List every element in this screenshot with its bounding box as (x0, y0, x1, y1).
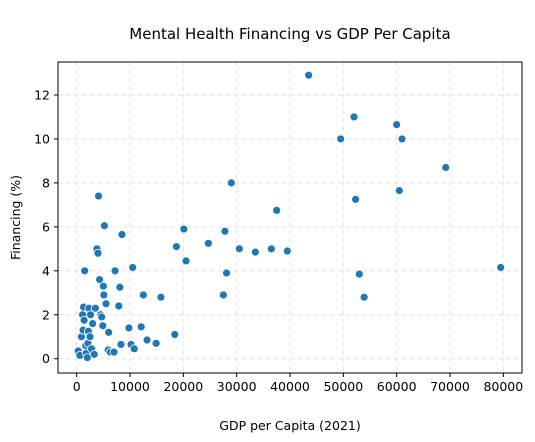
data-point (97, 312, 107, 322)
data-point (128, 263, 138, 272)
y-tick-label: 10 (34, 131, 50, 146)
data-point (109, 347, 119, 357)
data-points (73, 70, 506, 363)
x-axis-label: GDP per Capita (2021) (219, 418, 360, 433)
data-point (170, 330, 180, 339)
data-point (351, 194, 361, 204)
data-point (117, 230, 127, 239)
y-tick-label: 12 (34, 87, 50, 102)
data-point (282, 246, 292, 256)
data-point (234, 244, 244, 254)
data-point (79, 315, 89, 325)
data-point (151, 338, 161, 348)
data-point (93, 248, 103, 258)
data-point (138, 290, 148, 300)
y-axis-label: Financing (%) (8, 175, 23, 260)
data-point (80, 266, 90, 276)
data-point (88, 319, 98, 328)
data-point (156, 292, 166, 302)
data-point (179, 224, 189, 234)
data-point (349, 112, 359, 122)
data-point (101, 299, 111, 309)
data-point (98, 281, 108, 291)
data-point (104, 327, 114, 337)
data-point (266, 244, 276, 254)
data-point (110, 266, 120, 276)
data-point (129, 344, 139, 354)
data-point (85, 332, 95, 342)
data-point (397, 134, 407, 144)
data-point (115, 282, 125, 292)
data-point (181, 256, 191, 266)
y-axis-ticks: 0 2 4 6 8 10 12 (34, 87, 58, 366)
x-tick-label: 70000 (430, 379, 470, 394)
data-point (304, 70, 314, 80)
x-tick-label: 30000 (217, 379, 257, 394)
data-point (222, 268, 231, 278)
y-tick-label: 8 (42, 175, 50, 190)
y-tick-label: 4 (42, 263, 50, 278)
x-tick-label: 0 (73, 379, 81, 394)
data-point (354, 269, 364, 279)
data-point (272, 205, 282, 215)
data-point (171, 242, 181, 252)
data-point (441, 163, 451, 172)
data-point (250, 247, 260, 257)
data-point (394, 186, 404, 195)
data-point (336, 134, 346, 144)
x-tick-label: 40000 (270, 379, 310, 394)
y-tick-label: 2 (42, 307, 50, 322)
grid-lines (58, 62, 522, 373)
data-point (203, 238, 213, 248)
data-point (359, 292, 369, 302)
data-point (124, 323, 134, 333)
x-tick-label: 50000 (323, 379, 363, 394)
x-tick-label: 60000 (377, 379, 417, 394)
x-tick-label: 80000 (483, 379, 523, 394)
data-point (220, 226, 230, 236)
data-point (99, 290, 109, 300)
data-point (114, 301, 124, 311)
x-tick-label: 20000 (163, 379, 203, 394)
data-point (100, 221, 109, 231)
x-axis-ticks: 0 10000 20000 30000 40000 50000 60000 70000 8000… (73, 373, 523, 394)
data-point (116, 340, 126, 349)
data-point (496, 263, 506, 272)
data-point (86, 310, 95, 320)
data-point (89, 349, 99, 359)
y-tick-label: 6 (42, 219, 50, 234)
data-point (218, 290, 228, 300)
data-point (226, 178, 236, 188)
y-tick-label: 0 (42, 351, 50, 366)
data-point (392, 120, 402, 130)
chart-title: Mental Health Financing vs GDP Per Capit… (129, 25, 450, 43)
x-tick-label: 10000 (110, 379, 150, 394)
data-point (142, 335, 152, 345)
data-point (90, 303, 100, 313)
data-point (98, 321, 108, 331)
data-point (95, 275, 104, 284)
data-point (82, 353, 92, 363)
data-point (94, 191, 103, 201)
data-point (136, 322, 146, 332)
